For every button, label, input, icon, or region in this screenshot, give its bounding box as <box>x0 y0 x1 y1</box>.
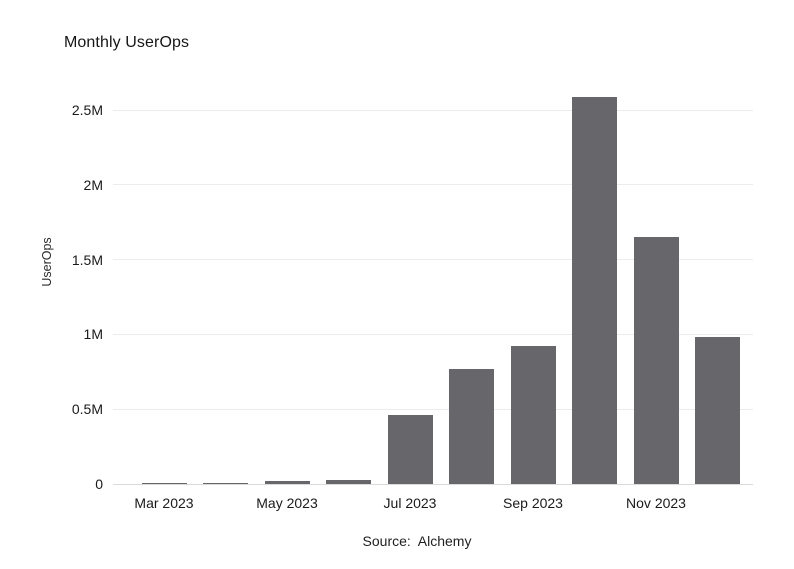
x-tick-label: Sep 2023 <box>503 495 563 511</box>
x-tick-label: Mar 2023 <box>134 495 194 511</box>
bar-jun-2023 <box>326 479 371 484</box>
bar-apr-2023 <box>203 482 248 484</box>
y-tick-label: 2M <box>83 176 103 193</box>
bar-mar-2023 <box>141 483 187 484</box>
bar-sep-2023 <box>510 346 556 484</box>
gridline <box>113 184 753 186</box>
x-tick-label: Nov 2023 <box>626 495 686 511</box>
y-tick-label: 0.5M <box>71 401 103 418</box>
gridline <box>113 259 753 261</box>
zero-gridline <box>113 483 753 485</box>
gridline <box>113 333 753 335</box>
y-tick-label: 2.5M <box>71 102 103 118</box>
bar-may-2023 <box>264 481 310 484</box>
bar-jul-2023 <box>387 415 433 484</box>
gridline <box>113 109 753 111</box>
y-tick-label: 0 <box>95 476 103 492</box>
x-tick-label: May 2023 <box>256 495 318 511</box>
bar-nov-2023 <box>633 237 679 484</box>
y-tick-label: 1.5M <box>71 251 103 268</box>
bar-oct-2023 <box>572 96 617 484</box>
gridline <box>113 408 753 410</box>
x-tick-label: Jul 2023 <box>383 495 437 511</box>
bar-aug-2023 <box>449 368 494 484</box>
source-caption: Source: Alchemy <box>362 533 472 549</box>
chart-title: Monthly UserOps <box>64 34 190 51</box>
y-tick-label: 1M <box>83 326 103 343</box>
bar-dec-2023 <box>695 337 740 484</box>
